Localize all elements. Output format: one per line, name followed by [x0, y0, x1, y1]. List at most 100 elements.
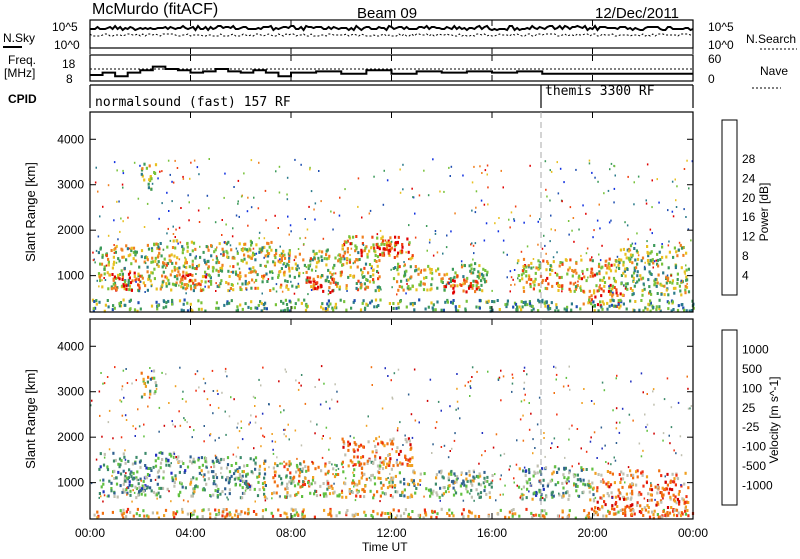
- heatmap-cell: [364, 246, 367, 250]
- heatmap-cell: [448, 490, 450, 493]
- heatmap-cell: [198, 471, 201, 475]
- heatmap-cell: [140, 395, 144, 399]
- heatmap-cell: [611, 504, 614, 508]
- heatmap-cell: [282, 263, 284, 266]
- heatmap-cell: [678, 284, 681, 288]
- heatmap-cell: [539, 515, 542, 519]
- heatmap-cell: [686, 282, 688, 285]
- heatmap-cell: [666, 511, 669, 514]
- heatmap-cell: [305, 305, 308, 309]
- heatmap-cell: [638, 491, 641, 495]
- heatmap-cell: [289, 494, 292, 498]
- heatmap-cell: [282, 271, 286, 275]
- heatmap-cell: [546, 195, 548, 198]
- heatmap-cell: [307, 465, 310, 469]
- heatmap-cell: [282, 301, 285, 305]
- heatmap-cell: [210, 279, 213, 283]
- heatmap-cell: [399, 449, 402, 453]
- heatmap-cell: [223, 241, 226, 244]
- heatmap-cell: [434, 426, 437, 429]
- heatmap-cell: [526, 481, 529, 485]
- heatmap-cell: [653, 432, 655, 435]
- heatmap-cell: [620, 258, 623, 262]
- heatmap-cell: [357, 279, 360, 283]
- heatmap-cell: [607, 290, 611, 293]
- heatmap-cell: [202, 475, 205, 478]
- heatmap-cell: [429, 489, 432, 493]
- heatmap-cell: [529, 214, 531, 217]
- heatmap-cell: [667, 266, 670, 270]
- heatmap-cell: [388, 453, 391, 456]
- heatmap-cell: [473, 499, 475, 502]
- heatmap-cell: [443, 285, 446, 288]
- heatmap-cell: [127, 459, 130, 463]
- heatmap-cell: [232, 288, 235, 292]
- heatmap-cell: [596, 486, 599, 490]
- heatmap-cell: [596, 219, 599, 222]
- heatmap-cell: [240, 195, 243, 198]
- heatmap-cell: [598, 285, 601, 289]
- heatmap-cell: [514, 302, 518, 306]
- heatmap-cell: [243, 247, 246, 251]
- heatmap-cell: [262, 486, 265, 490]
- heatmap-cell: [199, 245, 201, 248]
- heatmap-cell: [391, 286, 393, 289]
- heatmap-cell: [684, 291, 687, 295]
- heatmap-cell: [100, 495, 102, 498]
- heatmap-cell: [296, 512, 299, 516]
- heatmap-cell: [608, 286, 611, 290]
- heatmap-cell: [418, 421, 420, 424]
- heatmap-cell: [292, 508, 295, 512]
- heatmap-cell: [289, 462, 292, 466]
- heatmap-cell: [298, 471, 302, 474]
- heatmap-cell: [217, 513, 220, 516]
- heatmap-cell: [600, 294, 603, 298]
- heatmap-cell: [312, 249, 315, 253]
- heatmap-cell: [309, 166, 311, 169]
- heatmap-cell: [644, 261, 646, 264]
- heatmap-cell: [204, 309, 207, 313]
- heatmap-cell: [101, 253, 104, 257]
- heatmap-cell: [613, 286, 616, 289]
- heatmap-cell: [288, 309, 291, 313]
- heatmap-cell: [425, 487, 428, 491]
- heatmap-cell: [678, 490, 681, 493]
- heatmap-cell: [241, 491, 245, 495]
- heatmap-cell: [396, 446, 399, 450]
- heatmap-cell: [302, 480, 305, 484]
- heatmap-cell: [586, 514, 589, 517]
- heatmap-cell: [552, 494, 555, 498]
- heatmap-cell: [324, 462, 327, 466]
- heatmap-cell: [425, 225, 428, 227]
- heatmap-cell: [119, 463, 122, 467]
- heatmap-cell: [613, 263, 616, 267]
- heatmap-cell: [534, 277, 537, 281]
- heatmap-cell: [146, 487, 148, 490]
- heatmap-cell: [271, 497, 273, 500]
- heatmap-cell: [146, 243, 149, 247]
- heatmap-cell: [630, 380, 632, 383]
- heatmap-cell: [272, 272, 274, 274]
- heatmap-cell: [353, 441, 356, 445]
- heatmap-cell: [220, 279, 223, 283]
- heatmap-cell: [585, 279, 588, 283]
- heatmap-cell: [614, 269, 617, 273]
- heatmap-cell: [443, 190, 445, 193]
- heatmap-cell: [209, 512, 212, 516]
- heatmap-cell: [192, 241, 196, 245]
- heatmap-cell: [365, 302, 368, 306]
- heatmap-cell: [606, 470, 609, 473]
- heatmap-cell: [165, 459, 168, 463]
- heatmap-cell: [289, 478, 293, 482]
- heatmap-cell: [112, 282, 115, 286]
- heatmap-cell: [264, 499, 267, 502]
- heatmap-cell: [677, 511, 680, 515]
- heatmap-cell: [414, 265, 417, 268]
- heatmap-cell: [624, 513, 627, 517]
- heatmap-cell: [281, 481, 284, 485]
- heatmap-cell: [345, 261, 348, 265]
- heatmap-cell: [356, 448, 359, 452]
- heatmap-cell: [204, 459, 207, 463]
